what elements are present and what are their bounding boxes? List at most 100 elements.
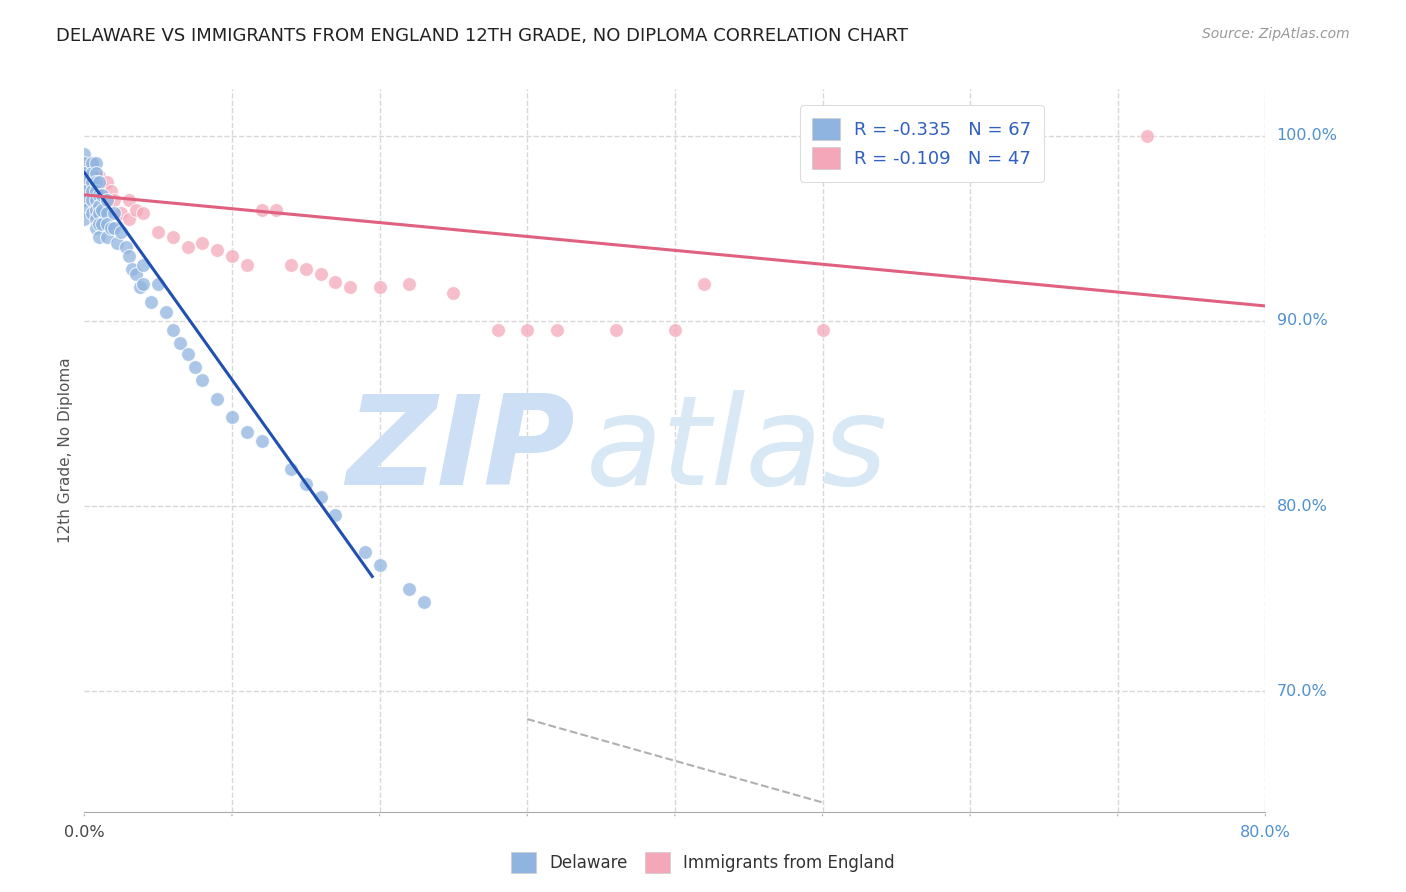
Point	[84, 202, 107, 217]
Point	[100, 184, 122, 198]
Point	[73, 180, 96, 194]
Point	[73, 165, 96, 179]
Point	[516, 323, 538, 337]
Legend: Delaware, Immigrants from England: Delaware, Immigrants from England	[505, 846, 901, 880]
Point	[309, 490, 332, 504]
Point	[221, 410, 243, 425]
Text: DELAWARE VS IMMIGRANTS FROM ENGLAND 12TH GRADE, NO DIPLOMA CORRELATION CHART: DELAWARE VS IMMIGRANTS FROM ENGLAND 12TH…	[56, 27, 908, 45]
Point	[207, 392, 229, 406]
Text: 80.0%: 80.0%	[1240, 825, 1291, 839]
Point	[73, 211, 96, 226]
Point	[84, 175, 107, 189]
Point	[80, 169, 103, 184]
Point	[325, 508, 347, 523]
Text: 80.0%: 80.0%	[1277, 499, 1327, 514]
Point	[280, 258, 302, 272]
Point	[121, 261, 143, 276]
Point	[96, 194, 118, 208]
Point	[73, 202, 96, 217]
Point	[80, 175, 103, 189]
Point	[84, 156, 107, 170]
Point	[354, 545, 377, 559]
Point	[73, 184, 96, 198]
Point	[118, 211, 141, 226]
Point	[73, 194, 96, 208]
Point	[368, 280, 391, 294]
Point	[84, 184, 107, 198]
Point	[110, 206, 132, 220]
Legend: R = -0.335   N = 67, R = -0.109   N = 47: R = -0.335 N = 67, R = -0.109 N = 47	[800, 105, 1043, 182]
Point	[80, 156, 103, 170]
Point	[398, 277, 420, 291]
Point	[184, 360, 207, 375]
Point	[132, 206, 155, 220]
Point	[84, 165, 107, 179]
Point	[443, 285, 465, 300]
Point	[118, 249, 141, 263]
Point	[87, 184, 111, 198]
Point	[1136, 128, 1159, 143]
Point	[73, 175, 96, 189]
Point	[295, 261, 318, 276]
Point	[368, 558, 391, 573]
Text: 100.0%: 100.0%	[1277, 128, 1337, 143]
Point	[96, 230, 118, 244]
Point	[91, 218, 114, 232]
Point	[96, 175, 118, 189]
Y-axis label: 12th Grade, No Diploma: 12th Grade, No Diploma	[58, 358, 73, 543]
Point	[73, 194, 96, 208]
Point	[87, 199, 111, 213]
Point	[80, 187, 103, 202]
Point	[148, 277, 170, 291]
Text: 70.0%: 70.0%	[1277, 684, 1327, 698]
Point	[114, 240, 136, 254]
Point	[295, 476, 318, 491]
Point	[87, 169, 111, 184]
Point	[103, 194, 125, 208]
Point	[87, 187, 111, 202]
Point	[84, 221, 107, 235]
Point	[125, 202, 148, 217]
Point	[169, 336, 191, 351]
Point	[87, 175, 111, 189]
Point	[605, 323, 627, 337]
Point	[132, 277, 155, 291]
Point	[486, 323, 509, 337]
Point	[91, 187, 114, 202]
Point	[87, 206, 111, 220]
Point	[125, 268, 148, 282]
Point	[339, 280, 361, 294]
Point	[191, 373, 214, 387]
Point	[664, 323, 686, 337]
Point	[105, 235, 128, 250]
Point	[73, 156, 96, 170]
Point	[91, 202, 114, 217]
Text: ZIP: ZIP	[346, 390, 575, 511]
Point	[87, 230, 111, 244]
Point	[129, 280, 152, 294]
Point	[177, 240, 200, 254]
Point	[139, 295, 162, 310]
Point	[221, 249, 243, 263]
Point	[309, 268, 332, 282]
Point	[73, 156, 96, 170]
Point	[148, 225, 170, 239]
Point	[207, 244, 229, 258]
Point	[80, 184, 103, 198]
Point	[84, 194, 107, 208]
Point	[191, 235, 214, 250]
Point	[96, 206, 118, 220]
Point	[132, 258, 155, 272]
Point	[73, 169, 96, 184]
Point	[73, 147, 96, 161]
Point	[250, 434, 273, 449]
Point	[155, 304, 177, 318]
Point	[80, 194, 103, 208]
Text: Source: ZipAtlas.com: Source: ZipAtlas.com	[1202, 27, 1350, 41]
Point	[325, 275, 347, 289]
Point	[87, 202, 111, 217]
Text: 90.0%: 90.0%	[1277, 313, 1327, 328]
Point	[84, 180, 107, 194]
Point	[280, 462, 302, 476]
Point	[162, 323, 184, 337]
